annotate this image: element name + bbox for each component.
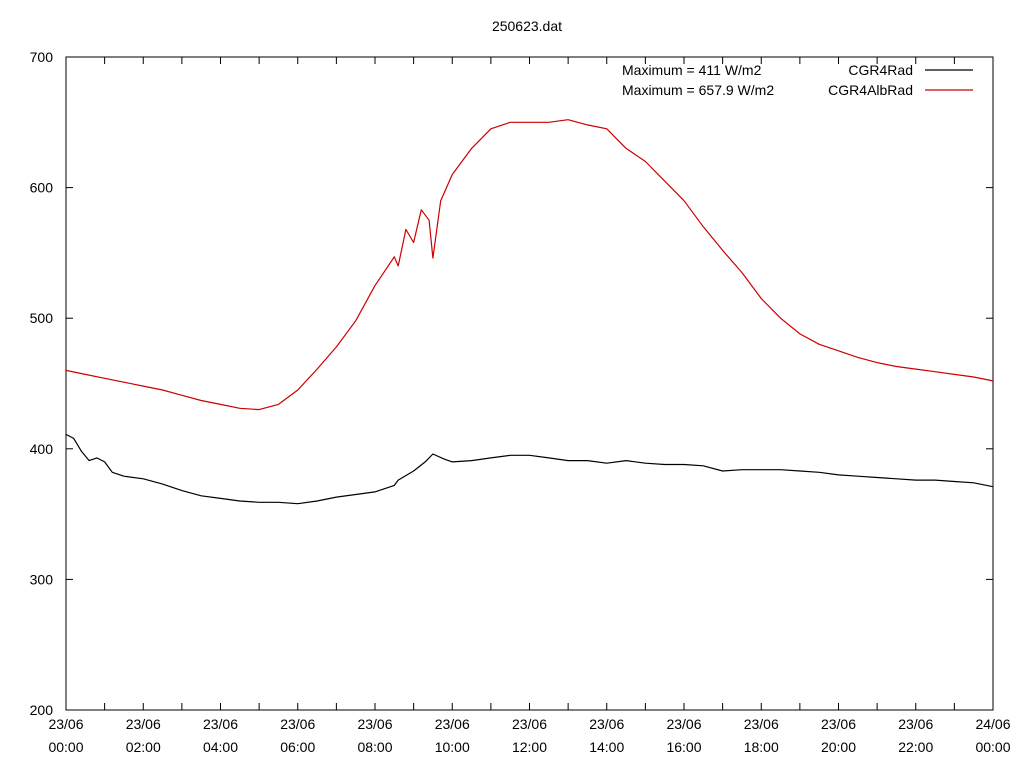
x-tick-label-time: 10:00 (435, 739, 470, 755)
max-annotation: Maximum = 657.9 W/m2 (622, 82, 774, 98)
series-layer (65, 119, 994, 505)
x-tick-label-date: 23/06 (589, 716, 624, 732)
x-tick-label-time: 00:00 (48, 739, 83, 755)
x-tick-label-date: 23/06 (821, 716, 856, 732)
y-tick-label: 400 (30, 441, 54, 457)
series-line-cgr4rad (65, 433, 994, 505)
x-tick-label-time: 22:00 (898, 739, 933, 755)
x-tick-label-time: 04:00 (203, 739, 238, 755)
x-tick-label-date: 24/06 (975, 716, 1010, 732)
x-tick-label-date: 23/06 (48, 716, 83, 732)
x-tick-label-time: 00:00 (975, 739, 1010, 755)
y-tick-label: 200 (30, 702, 54, 718)
x-tick-label-time: 20:00 (821, 739, 856, 755)
y-tick-label: 300 (30, 571, 54, 587)
y-tick-label: 600 (30, 180, 54, 196)
axis-ticks: 200 300 400 500 600 700 23/06 00:00 23/06 02:00 23… (30, 49, 1011, 755)
plot-frame (65, 56, 994, 711)
x-tick-label-time: 12:00 (512, 739, 547, 755)
series-line-cgr4albrad (65, 119, 994, 411)
x-tick-label-date: 23/06 (744, 716, 779, 732)
x-tick-label-date: 23/06 (435, 716, 470, 732)
x-tick-label-time: 14:00 (589, 739, 624, 755)
x-tick-label-time: 02:00 (126, 739, 161, 755)
x-tick-label-time: 18:00 (744, 739, 779, 755)
legend-label: CGR4AlbRad (828, 82, 913, 98)
x-tick-label-date: 23/06 (126, 716, 161, 732)
plot-axes (65, 56, 994, 711)
annotations: Maximum = 411 W/m2 Maximum = 657.9 W/m2 (622, 62, 774, 98)
x-tick-label-time: 16:00 (666, 739, 701, 755)
y-tick-label: 500 (30, 310, 54, 326)
max-annotation: Maximum = 411 W/m2 (622, 62, 762, 78)
x-tick-label-date: 23/06 (898, 716, 933, 732)
chart-title: 250623.dat (492, 18, 562, 34)
legend: CGR4Rad CGR4AlbRad (828, 62, 973, 98)
x-tick-label-time: 08:00 (357, 739, 392, 755)
x-tick-label-time: 06:00 (280, 739, 315, 755)
x-tick-label-date: 23/06 (666, 716, 701, 732)
x-tick-label-date: 23/06 (280, 716, 315, 732)
x-tick-label-date: 23/06 (203, 716, 238, 732)
x-tick-label-date: 23/06 (512, 716, 547, 732)
x-tick-label-date: 23/06 (357, 716, 392, 732)
legend-label: CGR4Rad (848, 62, 913, 78)
y-tick-label: 700 (30, 49, 54, 65)
